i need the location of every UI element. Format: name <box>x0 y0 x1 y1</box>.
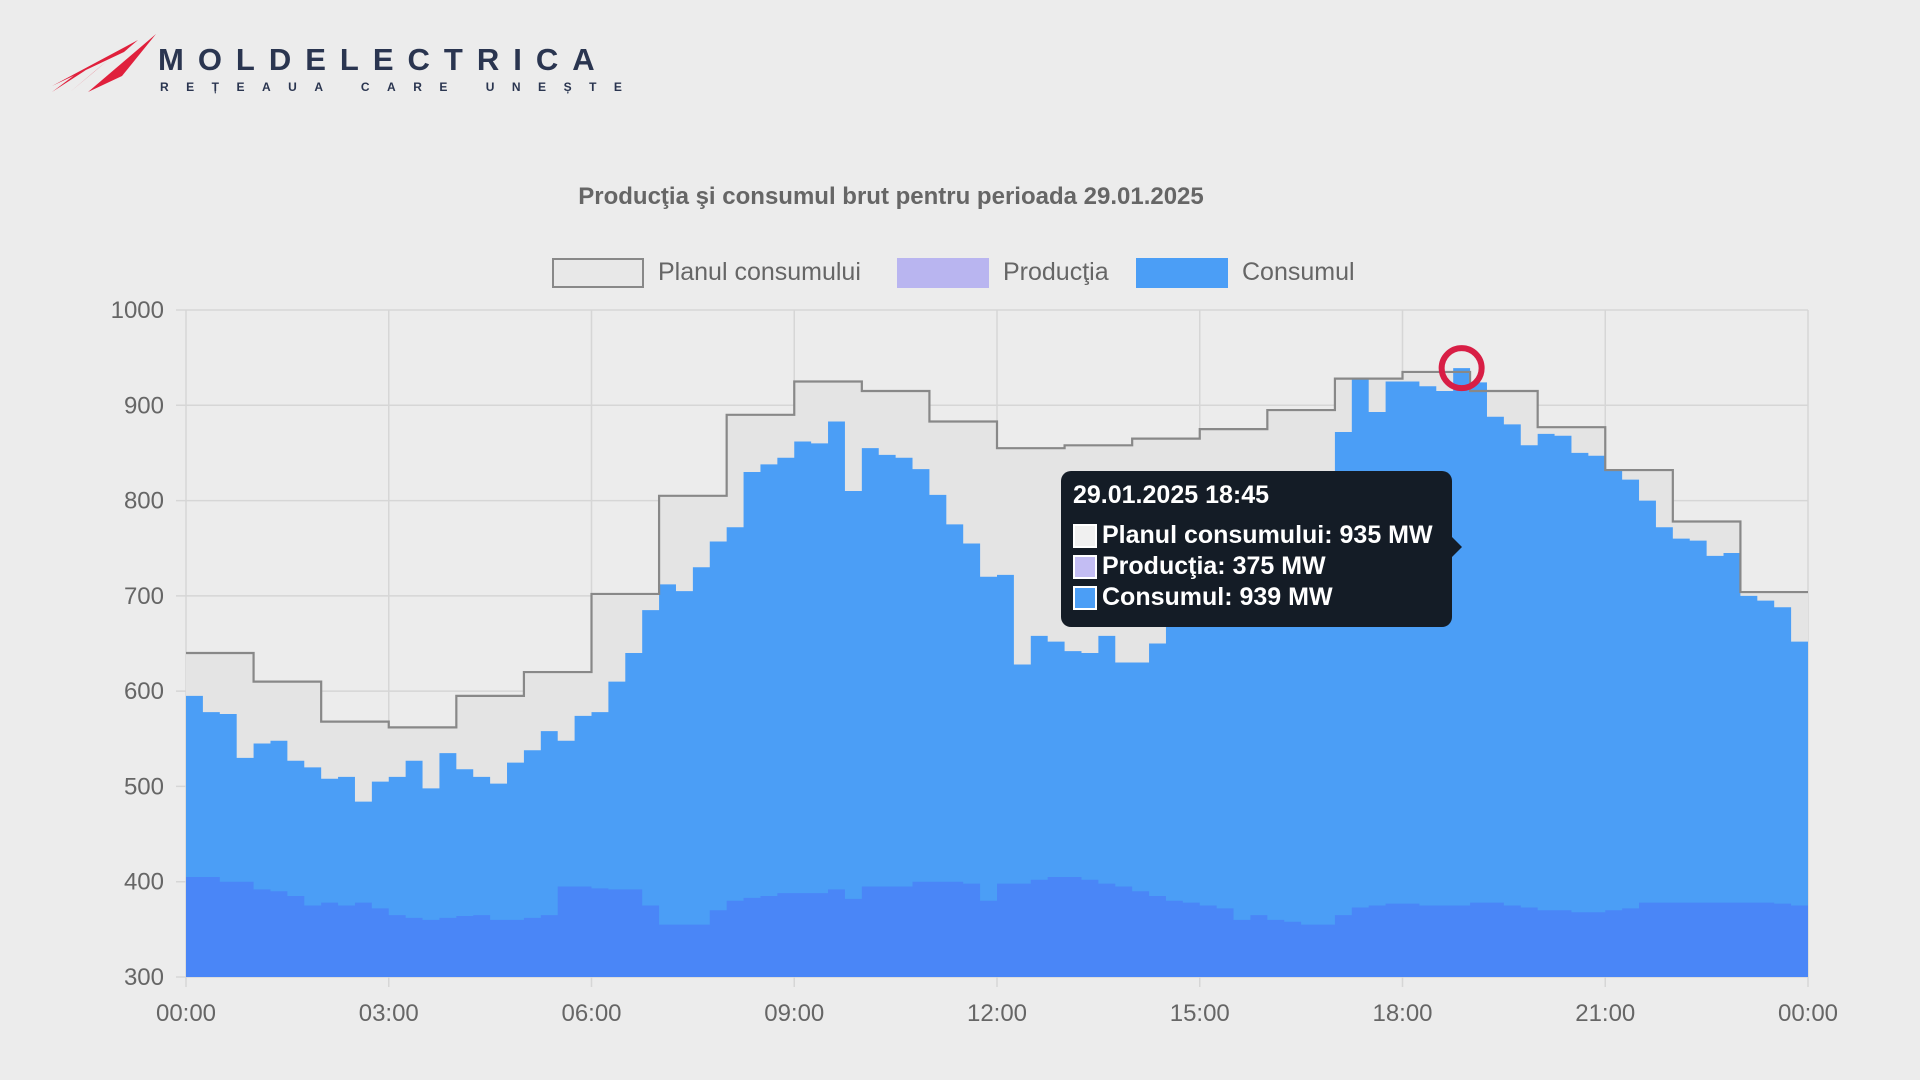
chart-areas <box>186 368 1808 978</box>
tooltip-swatch-production <box>1073 554 1097 579</box>
x-tick-label: 18:00 <box>1372 1000 1432 1027</box>
x-tick-label: 06:00 <box>561 1000 621 1027</box>
moldelectrica-logo: MOLDELECTRICA REȚEAUA CARE UNEȘTE <box>52 30 622 100</box>
legend-swatch-2 <box>897 258 989 288</box>
chart-markers <box>1438 345 1485 392</box>
legend-label-2[interactable]: Producţia <box>1003 258 1109 286</box>
x-tick-label: 12:00 <box>967 1000 1027 1027</box>
logo-arrow-streak <box>52 40 138 86</box>
production-area <box>186 876 1808 977</box>
tooltip-row-production: Producţia: 375 MW <box>1073 551 1440 582</box>
tooltip-production-text: Producţia: 375 MW <box>1102 552 1326 580</box>
y-tick-label: 900 <box>124 392 164 419</box>
chart-axes: 300 400 500 600 700 800 900 1000 00:00 03:00 06:00… <box>111 297 1838 1027</box>
tooltip-title: 29.01.2025 18:45 <box>1073 481 1270 509</box>
tooltip-row-plan: Planul consumului: 935 MW <box>1073 520 1440 551</box>
brand-tagline: REȚEAUA CARE UNEȘTE <box>160 80 640 94</box>
tooltip-plan-text: Planul consumului: 935 MW <box>1102 521 1433 549</box>
y-tick-label: 400 <box>124 869 164 896</box>
logo-arrow-1 <box>52 70 86 92</box>
x-tick-label: 15:00 <box>1170 1000 1230 1027</box>
y-tick-label: 500 <box>124 773 164 800</box>
y-tick-label: 700 <box>124 583 164 610</box>
x-tick-label: 00:00 <box>1778 1000 1838 1027</box>
tooltip-swatch-consumption <box>1073 585 1097 610</box>
y-tick-label: 1000 <box>111 297 164 324</box>
y-tick-label: 600 <box>124 678 164 705</box>
chart-tooltip: 29.01.2025 18:45 Planul consumului: 935 … <box>1061 471 1462 627</box>
x-tick-label: 00:00 <box>156 1000 216 1027</box>
tooltip-row-consumption: Consumul: 939 MW <box>1073 582 1440 613</box>
legend-label-1[interactable]: Planul consumului <box>658 258 861 286</box>
plan-line <box>186 370 1808 729</box>
y-tick-label: 800 <box>124 488 164 515</box>
logo-arrow-2 <box>70 60 108 92</box>
tooltip-consumption-text: Consumul: 939 MW <box>1102 583 1333 611</box>
legend-label-3[interactable]: Consumul <box>1242 258 1355 286</box>
chart-title: Producţia şi consumul brut pentru perioa… <box>578 183 1204 210</box>
x-tick-label: 03:00 <box>359 1000 419 1027</box>
tooltip-swatch-plan <box>1073 523 1097 548</box>
legend-swatch-1 <box>552 258 644 288</box>
hover-point-marker[interactable] <box>1438 345 1485 392</box>
chart-legend: Planul consumului Producţia Consumul <box>552 258 1355 288</box>
brand-name: MOLDELECTRICA <box>158 42 609 77</box>
x-tick-label: 21:00 <box>1575 1000 1635 1027</box>
logo-arrow-3 <box>88 34 156 92</box>
x-tick-label: 09:00 <box>764 1000 824 1027</box>
legend-swatch-3 <box>1136 258 1228 288</box>
y-tick-label: 300 <box>124 964 164 991</box>
arrows-logo-icon <box>52 34 156 92</box>
